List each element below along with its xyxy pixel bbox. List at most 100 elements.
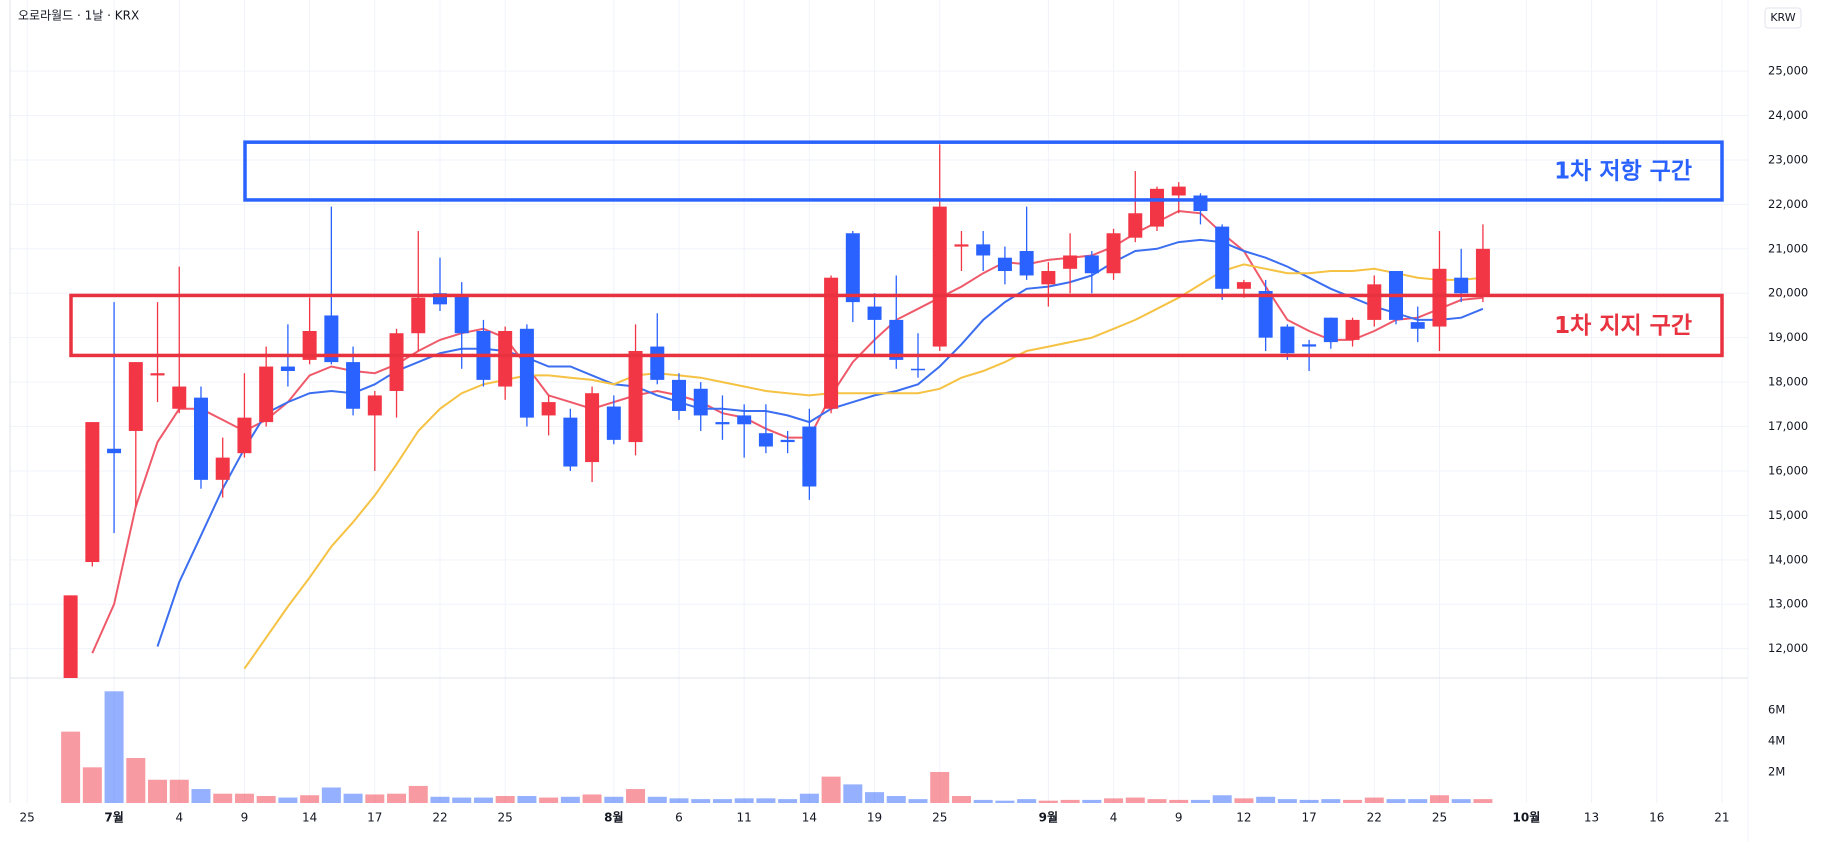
candle-body	[932, 206, 947, 347]
candle-body	[324, 315, 339, 363]
volume-bar	[1321, 799, 1341, 803]
candle-body	[1302, 344, 1317, 347]
y-tick-label: 16,000	[1768, 463, 1808, 477]
x-tick-label: 17	[367, 811, 382, 825]
currency: KRW	[1770, 11, 1795, 24]
x-tick-label: 13	[1584, 811, 1599, 825]
candle-body	[911, 368, 926, 371]
volume-bar	[1473, 799, 1493, 803]
volume-bar	[1299, 799, 1319, 803]
volume-bar	[1277, 799, 1297, 803]
candle-body	[889, 319, 904, 360]
candle-body	[1106, 233, 1121, 274]
volume-bar	[539, 797, 559, 803]
volume-bar	[1234, 798, 1254, 803]
y-tick-label: 21,000	[1768, 241, 1808, 255]
candle-body	[63, 595, 78, 678]
volume-bar	[343, 793, 363, 803]
volume-bar	[365, 794, 385, 803]
volume-bar	[1256, 796, 1276, 803]
y-tick-label: 19,000	[1768, 330, 1808, 344]
volume-bar	[495, 796, 515, 803]
candle-body	[1041, 271, 1056, 285]
annotations: 1차 저항 구간 1차 지지 구간	[69, 140, 1724, 358]
y-tick-label: 17,000	[1768, 419, 1808, 433]
volume-bar	[908, 799, 928, 803]
candle-body	[1258, 291, 1273, 338]
candle-body	[128, 362, 143, 431]
candle-body	[280, 366, 295, 371]
candle-body	[1345, 319, 1360, 340]
volume-bar	[61, 731, 81, 803]
x-tick-label: 25	[1432, 811, 1447, 825]
volume-bar	[604, 796, 624, 803]
volume-bar	[1017, 799, 1037, 803]
candle-body	[411, 297, 426, 334]
x-tick-label: 16	[1649, 811, 1664, 825]
candle-body	[954, 244, 969, 247]
candle-body	[172, 386, 187, 409]
candle-body	[824, 277, 839, 409]
volume-bar	[278, 797, 298, 803]
volume-bar	[756, 798, 776, 803]
volume-bar	[973, 799, 993, 803]
candle-body	[1063, 255, 1078, 269]
candle-body	[867, 306, 882, 320]
x-tick-label: 7월	[104, 810, 123, 825]
volume-bar	[1190, 799, 1210, 803]
volume-bar	[1060, 799, 1080, 803]
volume-bar	[821, 776, 841, 803]
candle-body	[346, 362, 361, 409]
candle-body	[997, 257, 1012, 272]
x-tick-label: 21	[1714, 811, 1729, 825]
volume-bar	[1408, 799, 1428, 803]
volume-bar	[408, 785, 428, 803]
y-tick-label: 15,000	[1768, 508, 1808, 522]
price-pane	[63, 144, 1490, 678]
candle-body	[1410, 322, 1425, 329]
volume-bar	[452, 797, 472, 803]
x-tick-label: 6	[675, 811, 683, 825]
candle-body	[1367, 284, 1382, 320]
x-tick-label: 11	[737, 811, 752, 825]
volume-bar	[1169, 799, 1189, 803]
volume-bar	[734, 798, 754, 803]
candle-body	[650, 346, 665, 380]
zone-label: 1차 저항 구간	[1554, 159, 1692, 185]
volume-bar	[234, 793, 254, 803]
volume-bar	[126, 758, 146, 803]
volume-tick-label: 2M	[1768, 764, 1785, 778]
volume-bar	[213, 793, 233, 803]
volume-bar	[104, 691, 124, 803]
candle-body	[1171, 186, 1186, 196]
volume-tick-label: 6M	[1768, 702, 1785, 716]
volume-bar	[387, 793, 407, 803]
candle-body	[193, 397, 208, 480]
candle-body	[259, 366, 274, 423]
volume-bar	[256, 796, 276, 803]
x-tick-label: 12	[1236, 811, 1251, 825]
volume-bar	[560, 796, 580, 803]
volume-bar	[300, 795, 320, 803]
y-tick-label: 23,000	[1768, 152, 1808, 166]
x-tick-label: 22	[1367, 811, 1382, 825]
moving-average-line	[156, 238, 1484, 647]
candle-body	[519, 328, 534, 418]
x-tick-label: 17	[1301, 811, 1316, 825]
candle-body	[737, 415, 752, 425]
x-tick-label: 9	[1175, 811, 1183, 825]
volume-bar	[169, 779, 189, 803]
volume-bar	[321, 787, 341, 803]
volume-bar	[1364, 797, 1384, 803]
y-tick-label: 22,000	[1768, 197, 1808, 211]
candle-body	[1280, 326, 1295, 354]
volume-bar	[669, 798, 689, 803]
candle-body	[454, 295, 469, 334]
candle-body	[85, 422, 100, 563]
volume-bar	[712, 799, 732, 803]
x-tick-label: 9	[241, 811, 249, 825]
x-tick-label: 19	[867, 811, 882, 825]
volume-bar	[951, 796, 971, 803]
y-tick-label: 14,000	[1768, 552, 1808, 566]
